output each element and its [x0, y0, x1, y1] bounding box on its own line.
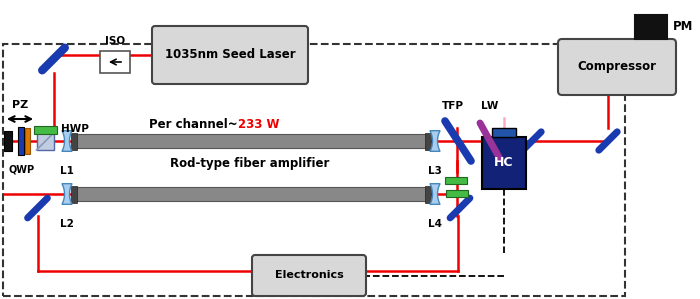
Text: Electronics: Electronics [274, 271, 344, 280]
Bar [446, 190, 468, 197]
Bar [25, 128, 29, 154]
Text: L1: L1 [60, 166, 74, 176]
Text: L2: L2 [60, 219, 74, 229]
FancyBboxPatch shape [152, 26, 308, 84]
Bar [74, 134, 428, 148]
Polygon shape [430, 184, 440, 204]
Text: 1035nm Seed Laser: 1035nm Seed Laser [164, 48, 295, 62]
FancyBboxPatch shape [558, 39, 676, 95]
Bar [3, 44, 625, 296]
Bar [635, 15, 667, 39]
Bar [34, 126, 57, 133]
Bar [4, 131, 12, 151]
Text: L3: L3 [428, 166, 442, 176]
Bar [71, 185, 77, 202]
Text: Rod-type fiber amplifier: Rod-type fiber amplifier [170, 157, 330, 170]
Text: HWP: HWP [60, 124, 88, 135]
Bar [74, 187, 428, 201]
FancyBboxPatch shape [252, 255, 366, 296]
Bar [482, 137, 526, 189]
Text: PM: PM [673, 21, 694, 33]
Text: QWP: QWP [9, 164, 35, 174]
Polygon shape [430, 131, 440, 151]
Bar [425, 185, 430, 202]
Bar [18, 127, 24, 155]
Text: LW: LW [482, 101, 498, 111]
Text: 233 W: 233 W [238, 118, 279, 130]
Text: Compressor: Compressor [578, 60, 657, 74]
Text: HC: HC [494, 156, 514, 170]
Text: Per channel~: Per channel~ [149, 118, 238, 130]
Text: PZ: PZ [12, 100, 28, 110]
Bar [36, 132, 55, 150]
Polygon shape [62, 131, 72, 151]
Bar [100, 51, 130, 73]
Bar [492, 128, 516, 137]
Text: TFP: TFP [442, 101, 464, 111]
Text: ISO: ISO [105, 36, 125, 46]
Polygon shape [62, 184, 72, 204]
Bar [71, 132, 77, 150]
Bar [445, 177, 467, 184]
Bar [425, 132, 430, 150]
Text: L4: L4 [428, 219, 442, 229]
